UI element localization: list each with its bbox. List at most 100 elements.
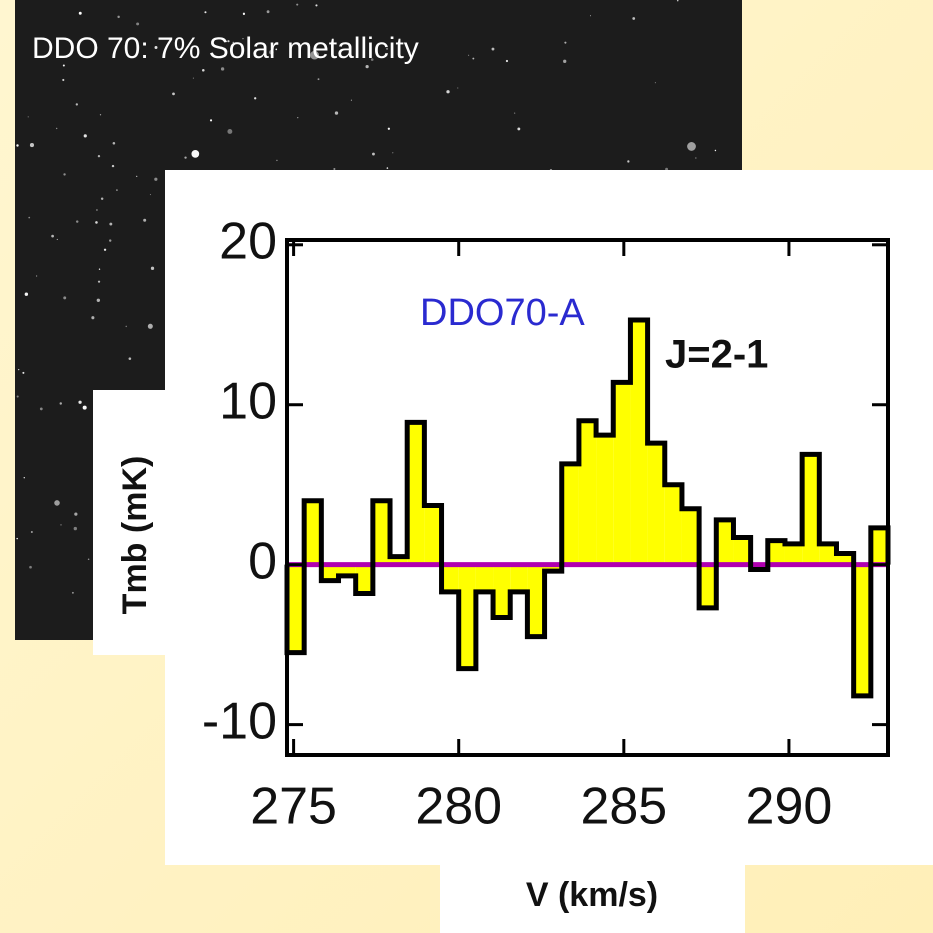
star (191, 150, 199, 158)
star (24, 477, 25, 478)
star (468, 55, 469, 56)
star (227, 129, 232, 134)
annotation: J=2-1 (665, 333, 768, 377)
slide: DDO 70: 7% Solar metallicity -1001020275… (0, 0, 933, 933)
star (72, 592, 74, 594)
star (112, 165, 114, 167)
star (296, 4, 298, 6)
star (492, 48, 495, 51)
bar (527, 565, 544, 637)
star (16, 144, 18, 146)
spectrum-label: DDO70-A (420, 292, 585, 334)
star (150, 194, 151, 195)
bar (665, 485, 682, 565)
star (36, 275, 37, 276)
star (74, 527, 77, 530)
y-tick-label: 20 (219, 213, 277, 271)
star (351, 100, 352, 101)
star (472, 58, 474, 60)
bar (373, 501, 390, 565)
bar (854, 565, 871, 696)
bar (304, 501, 321, 565)
star (51, 235, 54, 238)
star (98, 155, 100, 157)
star (564, 42, 566, 44)
star (18, 369, 19, 370)
star (76, 220, 78, 222)
bar (733, 537, 750, 564)
star (172, 92, 175, 95)
star (57, 239, 58, 240)
star (31, 531, 33, 533)
star (88, 558, 90, 560)
star (148, 324, 153, 329)
bar (459, 565, 476, 669)
star (117, 16, 119, 18)
star (136, 22, 139, 25)
star (101, 198, 103, 200)
bar (716, 520, 733, 565)
bar (510, 565, 527, 592)
bar (356, 565, 373, 594)
star (136, 176, 137, 177)
star (333, 168, 335, 170)
bar (562, 464, 579, 565)
star (590, 15, 591, 16)
star (29, 566, 32, 569)
star (56, 128, 57, 129)
star (506, 60, 508, 62)
star (97, 299, 100, 302)
star (392, 152, 393, 153)
star (62, 79, 64, 81)
star (17, 395, 19, 397)
star (184, 157, 186, 159)
star (83, 406, 87, 410)
bar (630, 320, 647, 565)
x-tick-label: 290 (746, 778, 833, 836)
star (632, 17, 635, 20)
bar (802, 454, 819, 564)
star (116, 189, 117, 190)
star (63, 173, 65, 175)
bar (442, 565, 459, 592)
star (54, 500, 60, 506)
bar (493, 565, 510, 618)
star (267, 10, 270, 13)
star (100, 114, 101, 115)
star (40, 408, 43, 411)
star (91, 316, 94, 319)
bar (871, 528, 888, 565)
bar (287, 565, 304, 653)
bar (613, 382, 630, 564)
star (79, 12, 82, 15)
star (151, 267, 154, 270)
star (95, 221, 98, 224)
star (446, 90, 449, 93)
star (28, 217, 30, 219)
page: {"chart_data": { "type": "histogram", "t… (0, 0, 933, 933)
star (60, 524, 61, 525)
y-tick-label: -10 (202, 692, 277, 750)
y-axis-label: Tmb (mK) (116, 456, 154, 615)
x-tick-label: 285 (580, 778, 667, 836)
star (78, 401, 81, 404)
star (84, 134, 87, 137)
star (109, 223, 112, 226)
star (193, 78, 194, 79)
x-tick-label: 280 (415, 778, 502, 836)
star (96, 209, 98, 211)
star (98, 281, 100, 283)
star (22, 372, 24, 374)
star (28, 116, 29, 117)
star (125, 326, 127, 328)
star (388, 128, 390, 130)
star (99, 269, 100, 270)
star (109, 239, 111, 241)
star (514, 113, 515, 114)
star (276, 160, 277, 161)
star (517, 127, 520, 130)
star (315, 4, 317, 6)
star (202, 69, 205, 72)
star (457, 87, 458, 88)
star (243, 13, 245, 15)
